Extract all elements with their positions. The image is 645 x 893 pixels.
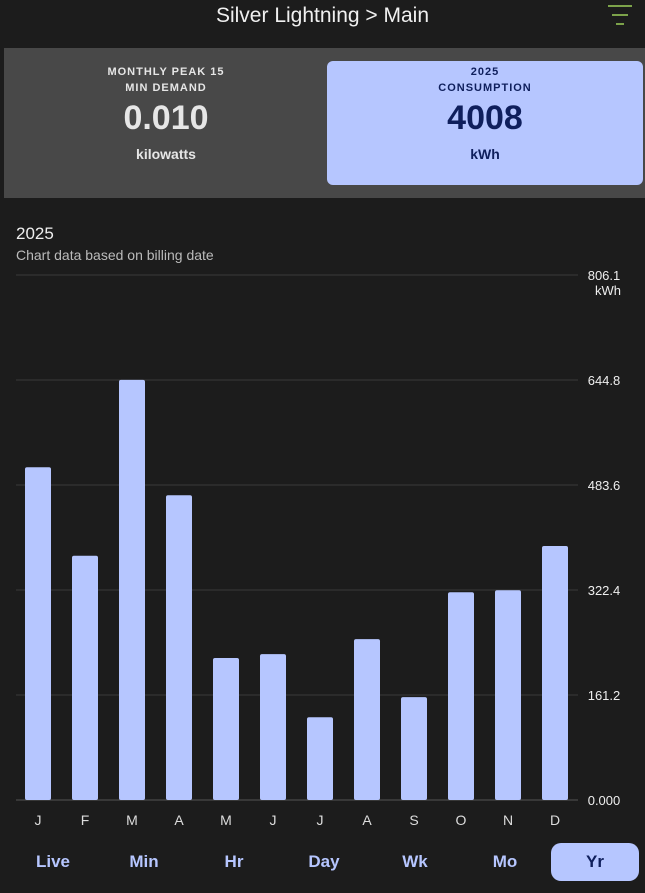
bar-0 [25,467,51,800]
card-label: MONTHLY PEAK 15 [107,66,225,78]
y-tick-label: 483.6 [588,478,621,493]
chart-subtitle: Chart data based on billing date [16,247,214,263]
tab-live[interactable]: Live [35,852,71,871]
tab-hr[interactable]: Hr [224,852,244,871]
x-tick-label: S [409,812,418,828]
tab-mo[interactable]: Mo [492,852,518,871]
card-label: MIN DEMAND [125,82,207,94]
y-tick-label: 806.1 [588,268,621,283]
chart-title: 2025 [16,224,54,243]
y-tick-label: 322.4 [588,583,621,598]
tab-wk[interactable]: Wk [402,852,428,871]
app-header: Silver Lightning > Main [0,0,645,48]
card-label: CONSUMPTION [438,82,532,94]
filter-list-icon[interactable] [606,4,634,26]
x-tick-label: A [362,812,372,828]
x-tick-label: M [220,812,232,828]
card-label: 2025 [470,66,500,78]
y-tick-label: 161.2 [588,688,621,703]
card-unit: kWh [470,146,500,162]
tab-min[interactable]: Min [129,852,159,871]
x-tick-label: J [317,812,324,828]
bar-6 [307,717,333,800]
bar-1 [72,555,98,800]
card-value: 4008 [447,99,523,137]
bar-2 [119,379,145,800]
summary-cards: MONTHLY PEAK 15 MIN DEMAND 0.010 kilowat… [4,48,645,198]
bar-9 [448,592,474,800]
x-tick-label: F [81,812,90,828]
bar-4 [213,658,239,800]
tab-day[interactable]: Day [308,852,340,871]
bar-3 [166,495,192,800]
card-value: 0.010 [123,99,209,137]
y-tick-label: 644.8 [588,373,621,388]
bar-10 [495,590,521,800]
bar-11 [542,545,568,800]
y-tick-label: 0.000 [588,793,621,808]
page-title: Silver Lightning > Main [215,4,430,27]
x-tick-label: N [503,812,513,828]
x-tick-label: M [126,812,138,828]
y-axis-unit: kWh [595,283,621,298]
peak-demand-card[interactable]: MONTHLY PEAK 15 MIN DEMAND 0.010 kilowat… [8,61,324,185]
bar-7 [354,639,380,800]
x-tick-label: A [174,812,184,828]
consumption-card[interactable]: 2025 CONSUMPTION 4008 kWh [327,61,643,185]
card-unit: kilowatts [136,146,196,162]
bar-5 [260,654,286,800]
x-tick-label: J [270,812,277,828]
x-tick-label: D [550,812,560,828]
time-range-tabs: Live Min Hr Day Wk Mo Yr [0,843,645,883]
x-tick-label: O [456,812,467,828]
bar-8 [401,697,427,800]
tab-yr[interactable]: Yr [551,843,639,881]
x-tick-label: J [35,812,42,828]
